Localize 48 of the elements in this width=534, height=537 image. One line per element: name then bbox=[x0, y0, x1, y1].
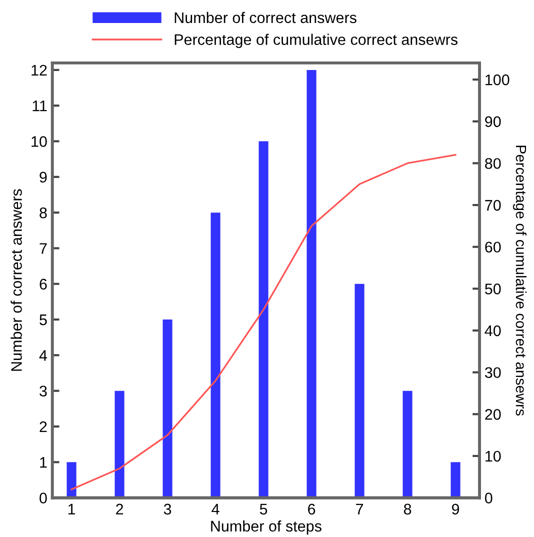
bar bbox=[354, 284, 364, 498]
x-tick-label: 4 bbox=[212, 504, 220, 514]
x-tick-label: 2 bbox=[116, 504, 124, 514]
y2-tick-label: 0 bbox=[484, 492, 492, 504]
y-axis-title: Number of correct answers bbox=[10, 189, 22, 371]
y2-tick-label: 40 bbox=[484, 325, 501, 336]
bar bbox=[66, 462, 76, 498]
y-tick-label: 8 bbox=[40, 207, 47, 218]
y-tick-label: 0 bbox=[40, 492, 47, 504]
x-tick-label: 3 bbox=[164, 504, 172, 515]
bar bbox=[258, 141, 268, 498]
y-tick-label: 12 bbox=[32, 64, 47, 76]
y2-tick-label: 70 bbox=[485, 200, 501, 211]
bar bbox=[306, 70, 316, 498]
y-tick-label: 6 bbox=[40, 278, 47, 290]
y-tick-label: 7 bbox=[40, 243, 47, 254]
y2-tick-label: 80 bbox=[485, 158, 501, 169]
bar bbox=[162, 320, 172, 498]
y2-tick-label: 90 bbox=[485, 116, 501, 128]
y2-tick-label: 100 bbox=[486, 74, 510, 86]
y-tick-label: 5 bbox=[40, 314, 47, 326]
y-tick-label: 10 bbox=[32, 136, 47, 147]
y-tick-label: 11 bbox=[32, 100, 47, 112]
bar bbox=[210, 212, 220, 498]
y-tick-label: 1 bbox=[40, 457, 47, 468]
y-tick-label: 3 bbox=[40, 386, 47, 397]
y-tick-label: 2 bbox=[40, 421, 47, 432]
y-tick-label: 4 bbox=[39, 350, 48, 361]
y2-tick-label: 20 bbox=[485, 409, 501, 420]
x-tick-label: 6 bbox=[308, 504, 316, 515]
bar bbox=[450, 462, 460, 498]
legend-label: Percentage of cumulative correct ansewrs bbox=[174, 34, 458, 48]
y2-tick-label: 10 bbox=[486, 450, 501, 462]
y2-tick-label: 50 bbox=[485, 284, 501, 294]
legend-label: Number of correct answers bbox=[174, 12, 356, 24]
bar bbox=[402, 390, 412, 498]
y2-tick-label: 60 bbox=[485, 242, 501, 253]
line-series bbox=[70, 154, 456, 490]
y-tick-label: 9 bbox=[40, 172, 47, 183]
bar bbox=[114, 390, 124, 498]
x-axis-title: Number of steps bbox=[211, 520, 322, 535]
x-tick-label: 9 bbox=[452, 504, 460, 515]
y2-tick-label: 30 bbox=[484, 367, 501, 378]
x-tick-label: 8 bbox=[404, 504, 412, 515]
x-tick-label: 1 bbox=[68, 504, 76, 514]
y2-axis-title: Percentage of cumulative correct ansewrs bbox=[512, 146, 527, 416]
x-tick-label: 5 bbox=[260, 504, 268, 515]
x-tick-label: 7 bbox=[356, 504, 364, 514]
